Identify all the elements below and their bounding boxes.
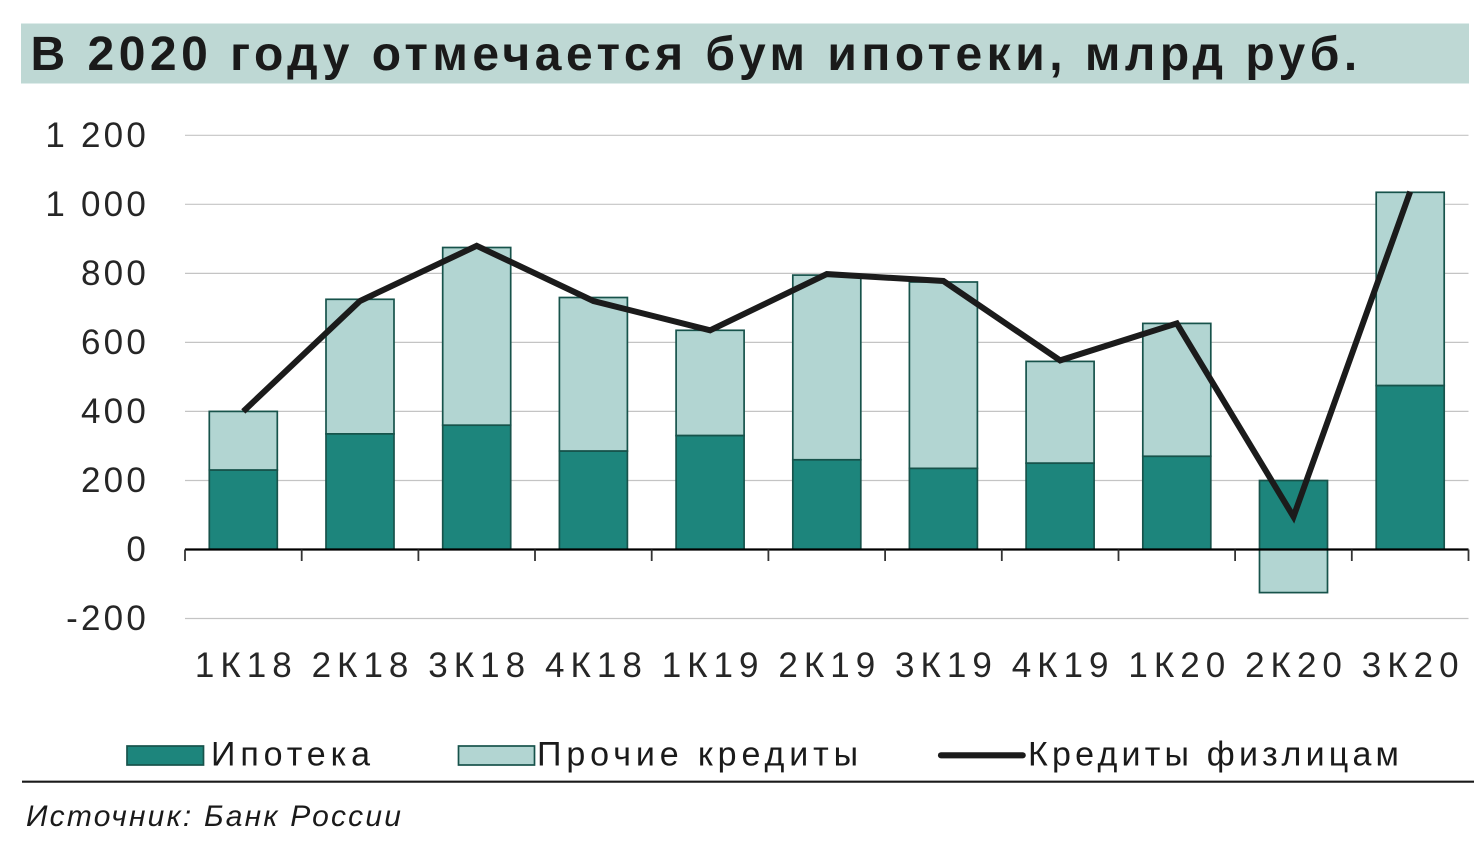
svg-text:0: 0 bbox=[126, 530, 149, 569]
svg-text:2К20: 2К20 bbox=[1245, 646, 1348, 685]
svg-text:-200: -200 bbox=[66, 599, 149, 638]
svg-text:600: 600 bbox=[81, 323, 149, 362]
svg-text:1 000: 1 000 bbox=[45, 185, 149, 224]
svg-text:1К20: 1К20 bbox=[1128, 646, 1231, 685]
svg-text:Ипотека: Ипотека bbox=[211, 736, 375, 774]
svg-text:1К18: 1К18 bbox=[195, 646, 298, 685]
svg-text:3К19: 3К19 bbox=[895, 646, 998, 685]
svg-text:400: 400 bbox=[81, 392, 149, 431]
svg-text:1К19: 1К19 bbox=[662, 646, 765, 685]
svg-text:3К18: 3К18 bbox=[428, 646, 531, 685]
svg-text:Источник: Банк России: Источник: Банк России bbox=[26, 800, 403, 833]
svg-text:800: 800 bbox=[81, 254, 149, 293]
svg-text:4К19: 4К19 bbox=[1012, 646, 1115, 685]
svg-text:Прочие кредиты: Прочие кредиты bbox=[537, 736, 863, 774]
svg-text:3К20: 3К20 bbox=[1362, 646, 1465, 685]
svg-text:200: 200 bbox=[81, 461, 149, 500]
svg-text:2К19: 2К19 bbox=[778, 646, 881, 685]
svg-text:1 200: 1 200 bbox=[45, 116, 149, 155]
svg-text:2К18: 2К18 bbox=[312, 646, 415, 685]
svg-text:В 2020 году отмечается бум ипо: В 2020 году отмечается бум ипотеки, млрд… bbox=[31, 28, 1362, 81]
svg-text:4К18: 4К18 bbox=[545, 646, 648, 685]
svg-text:Кредиты физлицам: Кредиты физлицам bbox=[1028, 736, 1403, 774]
